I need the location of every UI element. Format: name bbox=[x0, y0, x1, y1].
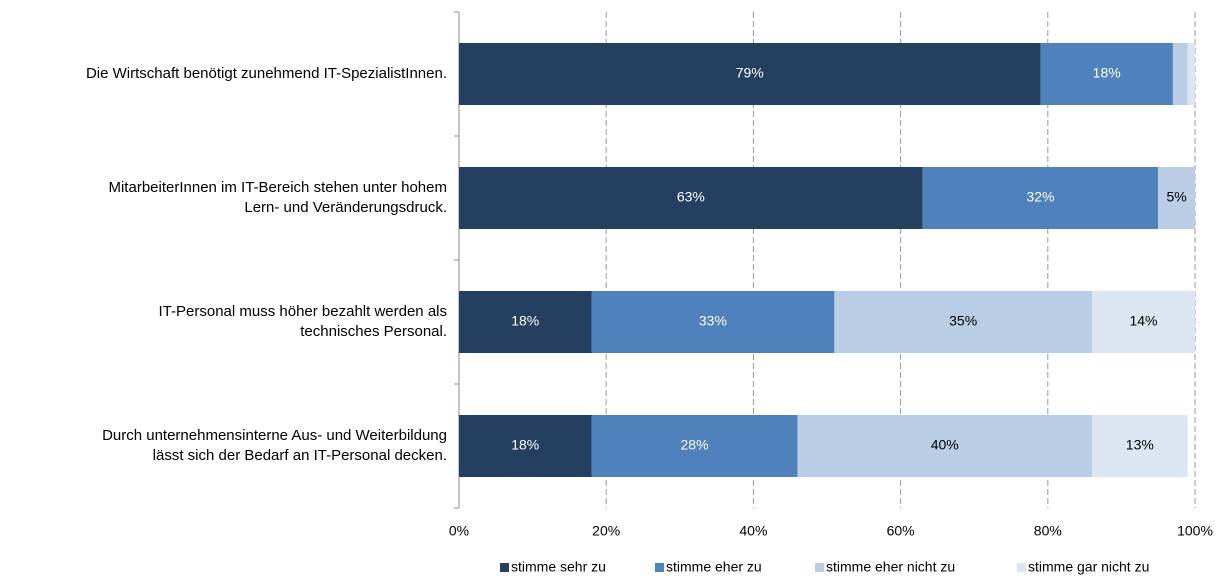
value-label: 28% bbox=[681, 437, 709, 453]
value-label: 32% bbox=[1026, 189, 1054, 205]
category-label: Die Wirtschaft benötigt zunehmend IT-Spe… bbox=[85, 65, 447, 82]
bar-segment bbox=[1091, 291, 1195, 353]
value-label: 18% bbox=[511, 313, 539, 329]
bar-segment bbox=[459, 291, 592, 353]
value-label: 14% bbox=[1129, 313, 1157, 329]
category-label: MitarbeiterInnen im IT-Bereich stehen un… bbox=[108, 179, 447, 216]
category-label: Durch unternehmensinterne Aus- und Weite… bbox=[102, 427, 447, 464]
bar-segment bbox=[1040, 43, 1173, 105]
value-label: 35% bbox=[949, 313, 977, 329]
x-tick-label: 60% bbox=[887, 523, 915, 539]
x-tick-label: 0% bbox=[449, 523, 469, 539]
legend-label: stimme sehr zu bbox=[511, 559, 606, 575]
bar-segment bbox=[797, 415, 1092, 477]
bar-segment bbox=[922, 167, 1159, 229]
bar-segment bbox=[459, 167, 923, 229]
legend-label: stimme eher zu bbox=[666, 559, 762, 575]
bar-segment bbox=[1187, 43, 1195, 105]
bar-segment bbox=[834, 291, 1092, 353]
x-tick-label: 40% bbox=[739, 523, 767, 539]
bar-segment bbox=[591, 291, 835, 353]
bar-segment bbox=[591, 415, 798, 477]
value-label: 63% bbox=[677, 189, 705, 205]
legend-label: stimme gar nicht zu bbox=[1028, 559, 1149, 575]
legend-swatch bbox=[655, 563, 664, 572]
value-label: 18% bbox=[511, 437, 539, 453]
category-label: IT-Personal muss höher bezahlt werden al… bbox=[158, 303, 447, 340]
x-tick-label: 100% bbox=[1177, 523, 1213, 539]
value-label: 18% bbox=[1093, 65, 1121, 81]
bar-segment bbox=[459, 415, 592, 477]
legend-swatch bbox=[500, 563, 509, 572]
bar-segment bbox=[1172, 43, 1188, 105]
value-label: 33% bbox=[699, 313, 727, 329]
value-label: 13% bbox=[1126, 437, 1154, 453]
value-label: 79% bbox=[736, 65, 764, 81]
x-tick-label: 80% bbox=[1034, 523, 1062, 539]
legend-label: stimme eher nicht zu bbox=[826, 559, 955, 575]
legend-swatch bbox=[1017, 563, 1026, 572]
value-label: 40% bbox=[931, 437, 959, 453]
x-tick-label: 20% bbox=[592, 523, 620, 539]
legend-swatch bbox=[815, 563, 824, 572]
bar-segment bbox=[1091, 415, 1188, 477]
bar-segment bbox=[1158, 167, 1195, 229]
value-label: 5% bbox=[1166, 189, 1186, 205]
bar-segment bbox=[459, 43, 1041, 105]
